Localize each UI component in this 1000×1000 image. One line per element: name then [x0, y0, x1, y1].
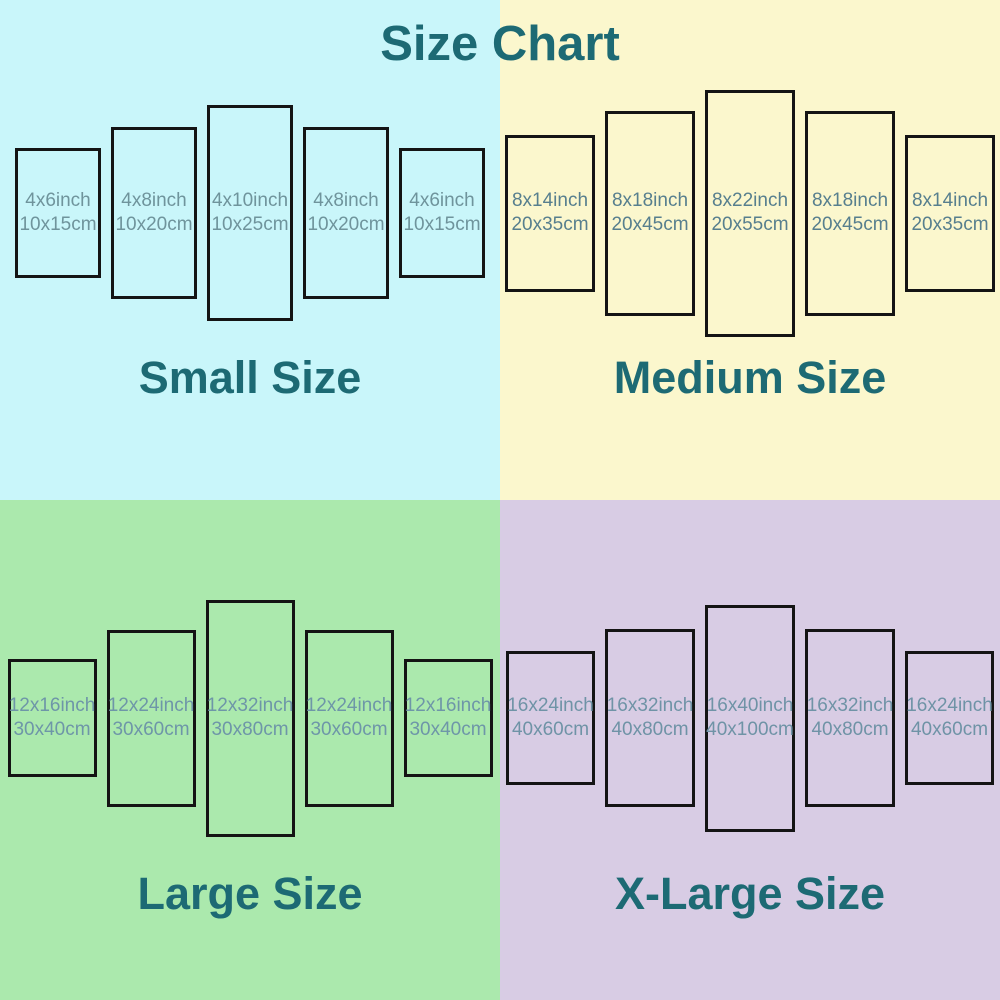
panel-size-inch: 8x18inch: [611, 190, 689, 211]
panel-size-inch: 4x8inch: [121, 190, 187, 211]
panel-size-inch: 12x24inch: [107, 695, 195, 716]
quadrant-xlarge-size: 16x24inch 40x60cm 16x32inch 40x80cm 16x4…: [500, 500, 1000, 1000]
size-panel: 8x14inch 20x35cm: [505, 134, 595, 292]
size-panel: 12x24inch 30x60cm: [106, 629, 196, 807]
panel-size-inch: 8x18inch: [811, 190, 889, 211]
quadrant-large-size: 12x16inch 30x40cm 12x24inch 30x60cm 12x3…: [0, 500, 500, 1000]
size-panel: 16x40inch 40x100cm: [705, 604, 795, 832]
panel-size-inch: 12x16inch: [404, 695, 492, 716]
size-panel: 4x8inch 10x20cm: [303, 127, 389, 299]
panel-size-cm: 10x15cm: [403, 214, 481, 235]
panel-size-cm: 10x20cm: [115, 214, 193, 235]
panel-size-cm: 30x40cm: [409, 719, 487, 740]
size-panel: 4x6inch 10x15cm: [399, 148, 485, 278]
quadrant-medium-size: 8x14inch 20x35cm 8x18inch 20x45cm 8x22in…: [500, 0, 1000, 500]
panel-size-inch: 16x40inch: [706, 695, 794, 716]
size-panel: 8x18inch 20x45cm: [605, 110, 695, 316]
size-panel: 12x16inch 30x40cm: [403, 659, 493, 777]
size-panel: 16x24inch 40x60cm: [905, 651, 994, 785]
size-panel: 4x8inch 10x20cm: [111, 127, 197, 299]
panel-size-cm: 30x60cm: [310, 719, 388, 740]
panel-size-inch: 4x8inch: [313, 190, 379, 211]
panel-size-inch: 16x32inch: [806, 695, 894, 716]
panel-size-inch: 4x10inch: [211, 190, 289, 211]
size-panel: 8x14inch 20x35cm: [905, 134, 995, 292]
quadrant-label-large: Large Size: [137, 868, 363, 919]
quadrant-label-small: Small Size: [138, 352, 362, 403]
size-panel: 4x10inch 10x25cm: [207, 105, 293, 321]
panel-size-cm: 40x60cm: [910, 719, 989, 740]
panel-size-inch: 12x16inch: [8, 695, 96, 716]
panel-size-cm: 20x45cm: [811, 214, 889, 235]
panel-size-cm: 10x25cm: [211, 214, 289, 235]
size-panel: 8x18inch 20x45cm: [805, 110, 895, 316]
panel-size-inch: 8x22inch: [711, 190, 789, 211]
panel-size-inch: 16x24inch: [906, 695, 993, 716]
panel-size-cm: 40x100cm: [706, 719, 794, 740]
page-title: Size Chart: [380, 17, 620, 71]
quadrant-small-size: 4x6inch 10x15cm 4x8inch 10x20cm 4x10inch…: [0, 0, 500, 500]
panel-size-cm: 20x45cm: [611, 214, 689, 235]
quadrant-label-medium: Medium Size: [613, 352, 887, 403]
panel-size-cm: 40x80cm: [611, 719, 689, 740]
panel-size-cm: 20x35cm: [511, 214, 589, 235]
panel-size-inch: 12x24inch: [305, 695, 393, 716]
panel-size-cm: 40x60cm: [511, 719, 590, 740]
size-panel: 16x32inch 40x80cm: [805, 629, 895, 807]
panel-size-inch: 8x14inch: [911, 190, 989, 211]
size-panel: 12x24inch 30x60cm: [304, 629, 394, 807]
panel-size-cm: 30x60cm: [112, 719, 190, 740]
panel-size-cm: 30x40cm: [13, 719, 91, 740]
size-panel: 12x32inch 30x80cm: [205, 599, 295, 837]
panel-size-cm: 10x15cm: [19, 214, 97, 235]
panel-size-cm: 30x80cm: [211, 719, 289, 740]
size-panel: 12x16inch 30x40cm: [7, 659, 97, 777]
panel-size-cm: 40x80cm: [811, 719, 889, 740]
size-panel: 8x22inch 20x55cm: [705, 89, 795, 337]
panel-size-inch: 16x24inch: [507, 695, 594, 716]
quadrant-label-xlarge: X-Large Size: [614, 868, 886, 919]
panel-size-inch: 8x14inch: [511, 190, 589, 211]
size-panel: 4x6inch 10x15cm: [15, 148, 101, 278]
panel-size-inch: 4x6inch: [409, 190, 475, 211]
panel-size-inch: 4x6inch: [25, 190, 91, 211]
panel-size-cm: 10x20cm: [307, 214, 385, 235]
panel-size-cm: 20x35cm: [911, 214, 989, 235]
size-panel: 16x32inch 40x80cm: [605, 629, 695, 807]
panel-size-cm: 20x55cm: [711, 214, 789, 235]
size-panel: 16x24inch 40x60cm: [506, 651, 595, 785]
panel-size-inch: 16x32inch: [606, 695, 694, 716]
panel-size-inch: 12x32inch: [206, 695, 294, 716]
